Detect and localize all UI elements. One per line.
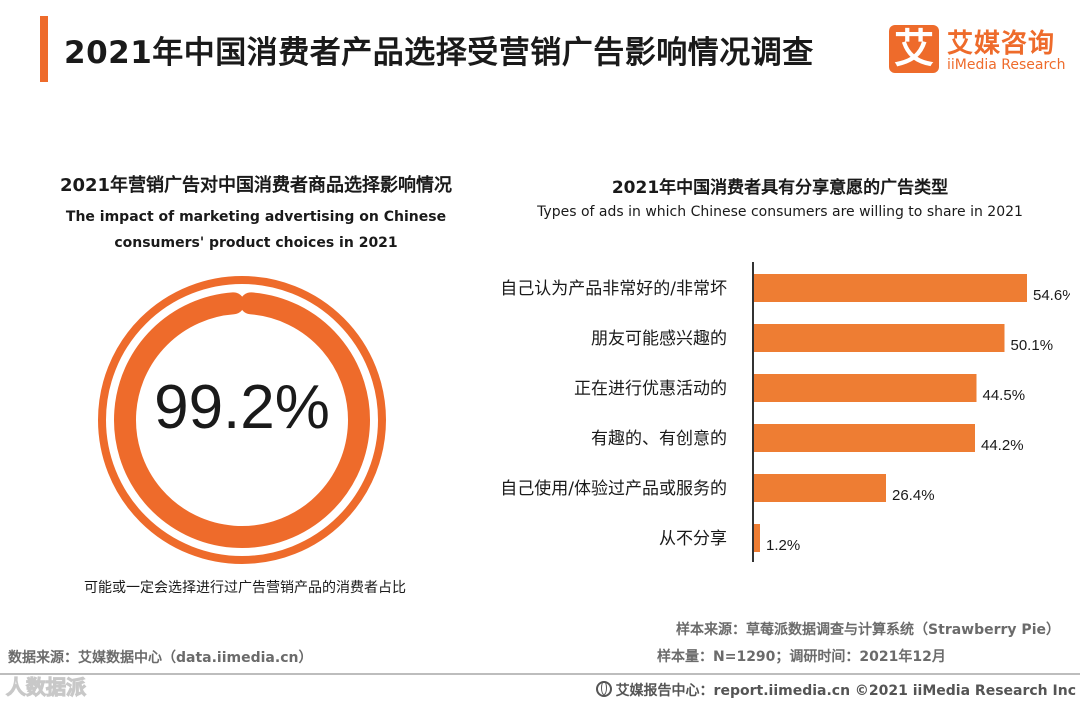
bar-value-label: 44.5% bbox=[983, 387, 1026, 404]
donut-value-arc bbox=[114, 292, 370, 548]
bar bbox=[754, 524, 760, 552]
bar-category-label: 朋友可能感兴趣的 bbox=[591, 329, 727, 349]
sample-source: 样本来源：草莓派数据调查与计算系统（Strawberry Pie） bbox=[676, 622, 1060, 638]
bar-category-label: 有趣的、有创意的 bbox=[591, 429, 727, 449]
left-chart-title: 2021年营销广告对中国消费者商品选择影响情况 bbox=[59, 175, 453, 196]
bar-value-label: 54.6% bbox=[1033, 287, 1070, 304]
donut-chart bbox=[98, 276, 386, 564]
logo-mark: 艾 bbox=[889, 25, 939, 73]
bar-category-label: 自己使用/体验过产品或服务的 bbox=[500, 478, 727, 499]
report-center: 艾媒报告中心：report.iimedia.cn ©2021 iiMedia R… bbox=[595, 680, 1076, 700]
bar-chart: 自己认为产品非常好的/非常坏 54.6% 朋友可能感兴趣的 50.1% 正在进行优惠活动… bbox=[500, 262, 1070, 562]
watermark: 人数据派 bbox=[6, 675, 87, 700]
bar bbox=[754, 424, 975, 452]
iimedia-logo: 艾 艾媒咨询 iiMedia Research bbox=[889, 25, 1069, 75]
bar-value-label: 1.2% bbox=[766, 537, 800, 554]
logo-text-en: iiMedia Research bbox=[947, 57, 1066, 73]
logo-text-cn: 艾媒咨询 bbox=[947, 29, 1056, 59]
bar bbox=[754, 374, 977, 402]
bar-value-label: 26.4% bbox=[892, 487, 935, 504]
bar-value-label: 50.1% bbox=[1011, 337, 1054, 354]
left-chart-subtitle: The impact of marketing advertising on C… bbox=[30, 204, 482, 256]
bar bbox=[754, 274, 1027, 302]
bar-chart-title: 2021年中国消费者具有分享意愿的广告类型 bbox=[611, 178, 949, 198]
title-accent-bar bbox=[40, 16, 48, 82]
report-center-text: 艾媒报告中心：report.iimedia.cn ©2021 iiMedia R… bbox=[615, 683, 1076, 699]
bar-category-label: 自己认为产品非常好的/非常坏 bbox=[500, 279, 727, 299]
bar-chart-subtitle: Types of ads in which Chinese consumers … bbox=[537, 204, 1023, 220]
page-title: 2021年中国消费者产品选择受营销广告影响情况调查 bbox=[64, 35, 814, 71]
bar-value-label: 44.2% bbox=[981, 437, 1024, 454]
data-source: 数据来源：艾媒数据中心（data.iimedia.cn） bbox=[8, 650, 313, 666]
footer-divider bbox=[0, 673, 1080, 675]
bar bbox=[754, 474, 886, 502]
bar-category-label: 正在进行优惠活动的 bbox=[574, 379, 727, 399]
bar bbox=[754, 324, 1005, 352]
left-subtitle-line-2: consumers' product choices in 2021 bbox=[114, 235, 398, 251]
donut-outer-ring bbox=[98, 276, 386, 564]
donut-value-label: 99.2% bbox=[154, 373, 330, 442]
bar-category-label: 从不分享 bbox=[659, 529, 727, 549]
sample-size: 样本量：N=1290；调研时间：2021年12月 bbox=[657, 649, 946, 665]
left-subtitle-line-1: The impact of marketing advertising on C… bbox=[65, 209, 447, 225]
donut-note: 可能或一定会选择进行过广告营销产品的消费者占比 bbox=[84, 580, 406, 596]
globe-icon bbox=[595, 681, 612, 697]
